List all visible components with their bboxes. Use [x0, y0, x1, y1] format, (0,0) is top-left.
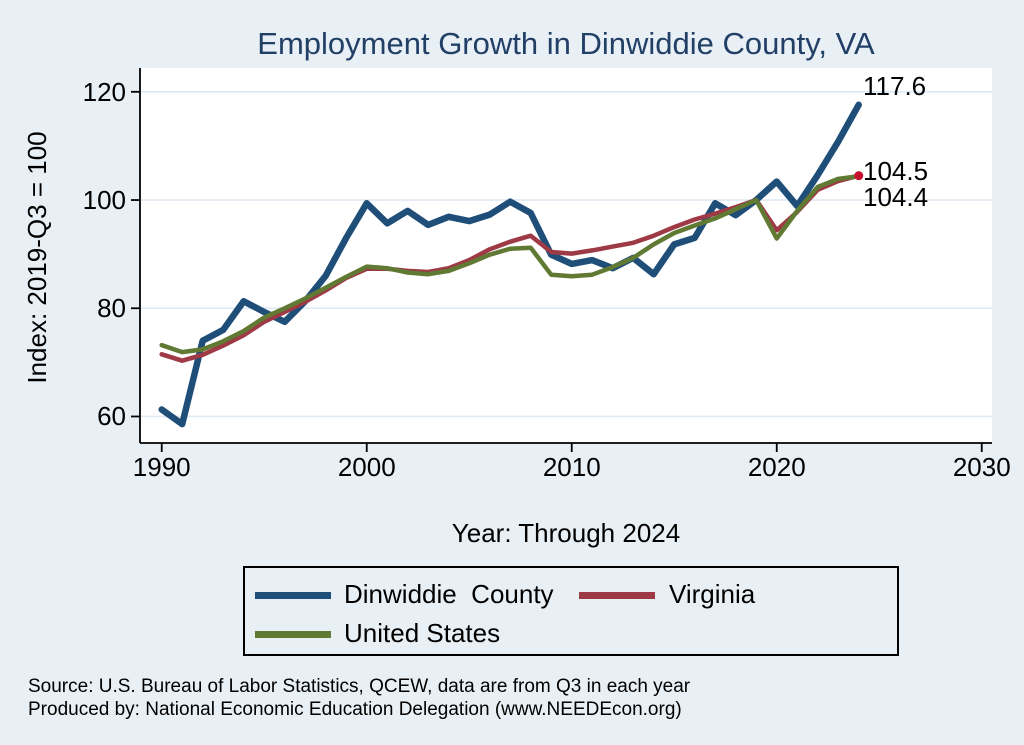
end-value-label-dinwiddie: 117.6 — [863, 71, 927, 101]
y-tick-label: 80 — [97, 293, 126, 324]
y-axis-title: Index: 2019-Q3 = 100 — [22, 131, 52, 384]
x-axis-title: Year: Through 2024 — [451, 518, 681, 548]
legend-swatch-united-states — [255, 631, 331, 638]
y-tick-label: 100 — [82, 185, 126, 216]
legend-swatch-dinwiddie-county — [255, 592, 331, 599]
x-tick-label: 2010 — [542, 452, 601, 482]
legend-label-dinwiddie-county: Dinwiddie County — [344, 579, 554, 609]
legend-swatch-virginia — [579, 592, 655, 599]
legend: Dinwiddie County Virginia United States — [243, 566, 899, 656]
producer-attribution: Produced by: National Economic Education… — [28, 699, 682, 720]
end-value-label-virginia: 104.5 — [863, 156, 929, 186]
legend-label-united-states: United States — [344, 618, 501, 648]
x-tick-label: 2030 — [952, 452, 1011, 482]
page-title: Employment Growth in Dinwiddie County, V… — [257, 26, 875, 61]
x-tick-label: 2000 — [337, 452, 396, 482]
x-tick-label: 2020 — [747, 452, 806, 482]
x-tick-label: 1990 — [132, 452, 191, 482]
y-tick-label: 60 — [97, 401, 126, 432]
end-value-label-united-states: 104.4 — [863, 182, 929, 212]
y-tick-label: 120 — [82, 76, 126, 107]
source-attribution: Source: U.S. Bureau of Labor Statistics,… — [28, 676, 691, 697]
legend-label-virginia: Virginia — [669, 579, 756, 609]
